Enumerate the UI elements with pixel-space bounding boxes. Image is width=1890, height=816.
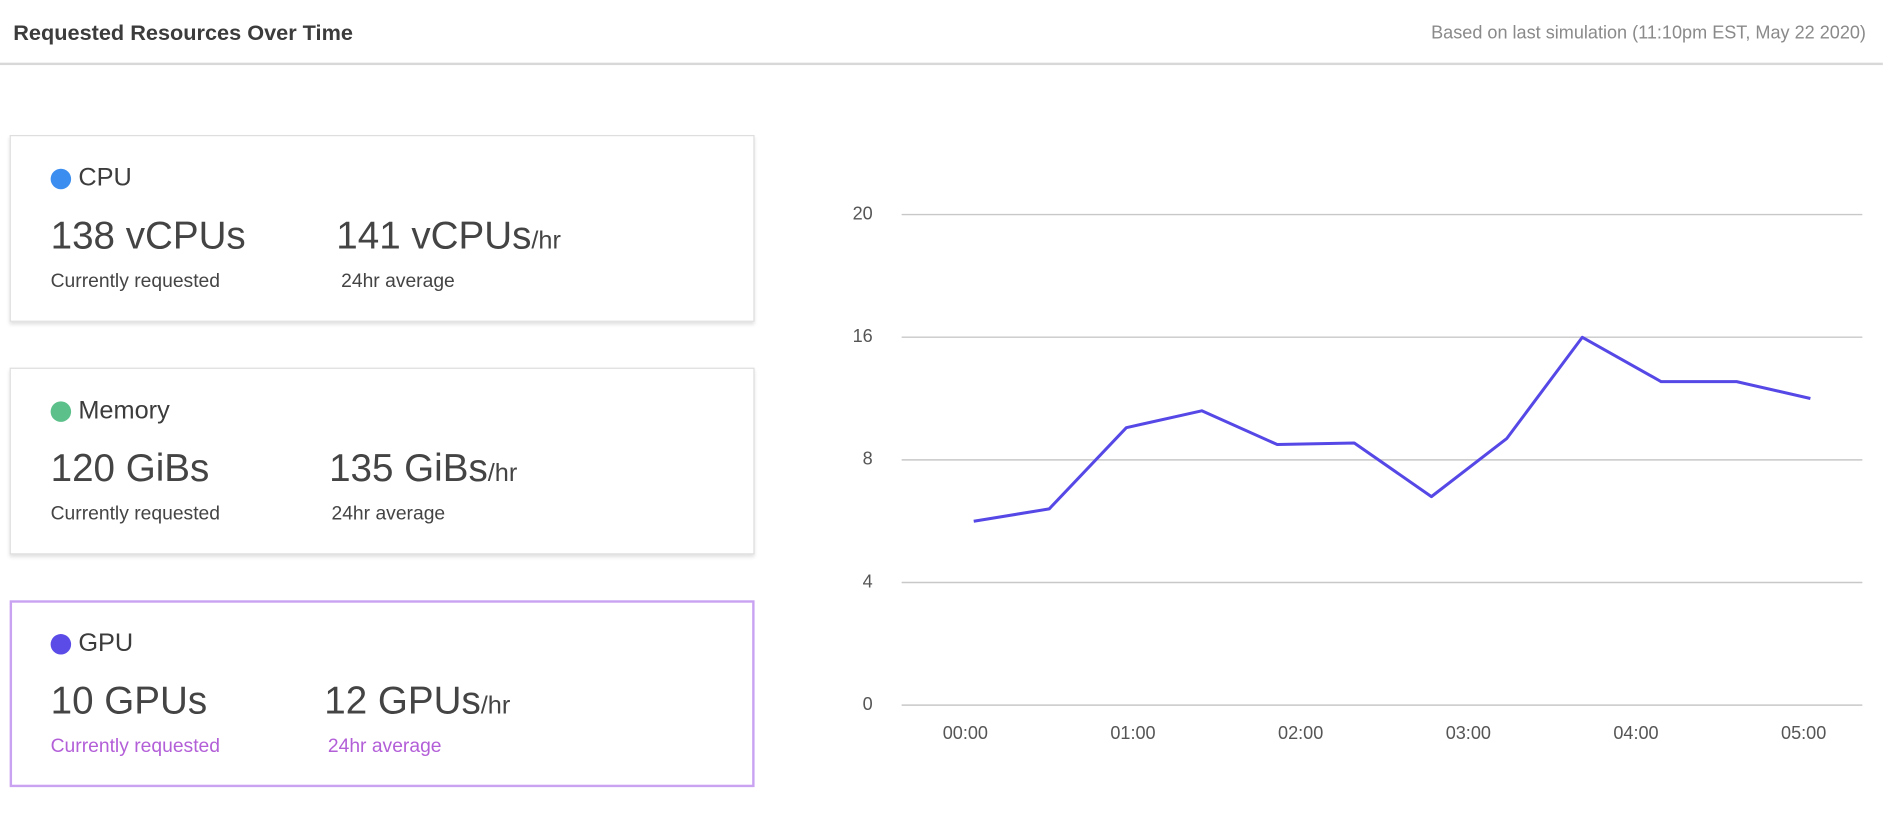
average-number: 141 vCPUs <box>336 213 532 257</box>
x-tick-label: 03:00 <box>1446 723 1491 743</box>
average-label: 24hr average <box>331 503 446 525</box>
x-tick-label: 05:00 <box>1781 723 1826 743</box>
header-title: Requested Resources Over Time <box>13 20 353 45</box>
average-value: 141 vCPUs/hr <box>336 213 561 258</box>
average-label: 24hr average <box>341 271 455 292</box>
header-subtitle: Based on last simulation (11:10pm EST, M… <box>1431 22 1866 44</box>
y-tick-label: 20 <box>853 203 873 223</box>
average-unit: /hr <box>487 459 518 487</box>
color-dot <box>50 634 72 655</box>
average-value: 135 GiBs/hr <box>329 446 517 491</box>
average-unit: /hr <box>480 691 511 720</box>
x-tick-label: 00:00 <box>943 723 988 743</box>
current-label: Currently requested <box>50 736 221 757</box>
current-label: Currently requested <box>50 503 221 525</box>
y-tick-label: 4 <box>863 571 873 591</box>
current-value: 120 GiBs <box>50 445 210 490</box>
y-tick-label: 0 <box>863 694 873 714</box>
resource-card[interactable]: Memory 120 GiBs 135 GiBs/hr Currently reque… <box>9 367 755 555</box>
color-dot <box>50 168 72 190</box>
x-tick-label: 04:00 <box>1613 723 1658 743</box>
average-label: 24hr average <box>327 736 442 757</box>
x-tick-label: 01:00 <box>1110 723 1155 743</box>
resource-card[interactable]: CPU 138 vCPUs 141 vCPUs/hr Currently reques… <box>9 135 755 322</box>
y-tick-label: 8 <box>863 449 873 469</box>
average-number: 135 GiBs <box>329 445 488 490</box>
data-line <box>973 335 1811 523</box>
header: Requested Resources Over Time Based on l… <box>0 0 1883 66</box>
x-tick-label: 02:00 <box>1278 723 1323 743</box>
average-unit: /hr <box>531 226 561 255</box>
resource-name: GPU <box>78 629 134 657</box>
resource-card[interactable]: GPU 10 GPUs 12 GPUs/hr Currently requested 2… <box>9 600 755 788</box>
current-value: 138 vCPUs <box>50 213 246 257</box>
average-number: 12 GPUs <box>324 678 481 723</box>
color-dot <box>50 401 72 422</box>
resource-name: CPU <box>78 163 132 192</box>
average-value: 12 GPUs/hr <box>324 679 510 724</box>
current-value: 10 GPUs <box>50 678 208 723</box>
y-tick-label: 16 <box>853 326 873 346</box>
current-label: Currently requested <box>50 271 221 292</box>
resource-name: Memory <box>78 396 170 425</box>
